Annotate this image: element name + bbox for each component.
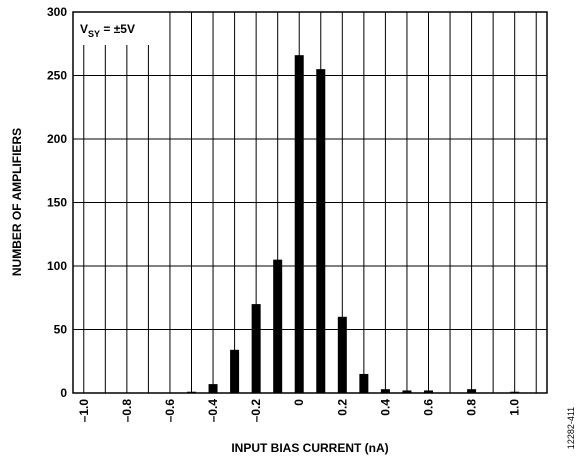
y-tick-label: 0	[60, 386, 67, 400]
x-tick-label: –0.6	[163, 399, 177, 423]
bar	[424, 390, 433, 393]
bars	[187, 55, 520, 394]
x-tick-label: 0.8	[465, 399, 479, 416]
bar	[230, 349, 240, 393]
x-tick-label: 0.2	[335, 399, 349, 416]
y-tick-label: 200	[47, 132, 67, 146]
y-tick-label: 150	[47, 196, 67, 210]
x-tick-label: 0.4	[378, 399, 392, 416]
bar	[359, 373, 369, 393]
bar	[467, 389, 477, 393]
bar	[294, 55, 304, 394]
x-tick-label: 1.0	[508, 399, 522, 416]
y-tick-label: 100	[47, 259, 67, 273]
y-tick-labels: 0 50 100 150 200 250 300	[47, 5, 67, 400]
bar	[316, 69, 326, 394]
legend-label: VSY = ±5V	[80, 22, 135, 39]
x-tick-label: –0.4	[206, 399, 220, 423]
legend-box-background	[73, 12, 169, 45]
y-tick-label: 300	[47, 5, 67, 19]
grid	[73, 12, 547, 393]
bar	[251, 304, 261, 393]
bar	[337, 316, 347, 393]
x-tick-label: 0	[292, 399, 306, 406]
x-tick-labels: –1.0 –0.8 –0.6 –0.4 –0.2 0 0.2 0.4 0.6 0.8 1.0	[77, 399, 522, 423]
plot-frame	[72, 11, 548, 394]
bar	[402, 390, 412, 393]
x-tick-label: –0.8	[120, 399, 134, 423]
x-axis-title: INPUT BIAS CURRENT (nA)	[231, 441, 388, 455]
bar	[208, 384, 218, 393]
legend: VSY = ±5V	[73, 12, 169, 45]
x-tick-label: 0.6	[422, 399, 436, 416]
x-tick-label: –0.2	[249, 399, 263, 423]
y-axis-title: NUMBER OF AMPLIFIERS	[10, 128, 24, 276]
x-tick-label: –1.0	[77, 399, 91, 423]
figure-id: 12282-411	[566, 407, 576, 449]
bar	[380, 389, 390, 393]
y-tick-label: 50	[54, 323, 68, 337]
y-tick-label: 250	[47, 69, 67, 83]
bar	[273, 259, 283, 393]
